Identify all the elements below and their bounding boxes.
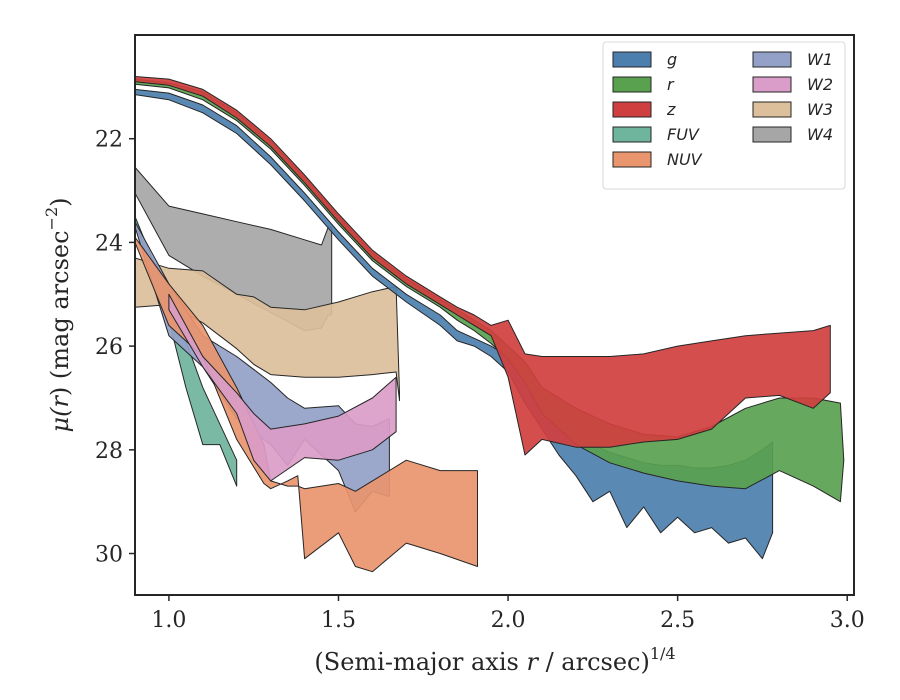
x-tick-label: 2.0 [491,608,526,633]
legend-swatch-fuv [612,126,652,143]
legend-label-w2: W2 [807,75,833,94]
y-axis-ticks: 22 24 26 28 30 [95,128,135,568]
legend-label-w4: W4 [807,125,833,144]
legend-swatch-z [612,101,652,118]
band-w2 [168,293,397,482]
legend-swatch-r [612,76,652,93]
series-bands [135,76,845,573]
y-tick-label: 28 [95,439,123,464]
band-z [135,76,831,456]
legend-swatch-w2 [752,76,792,93]
x-tick-label: 2.5 [660,608,695,633]
legend-swatch-nuv [612,151,652,168]
legend-label-g: g [667,50,677,69]
y-tick-label: 30 [95,543,123,568]
legend-swatch-w1 [752,51,792,68]
legend-swatch-w3 [752,101,792,118]
plot-frame [134,34,855,596]
legend-swatch-w4 [752,126,792,143]
x-axis-ticks: 1.0 1.5 2.0 2.5 3.0 [151,595,865,633]
legend-label-nuv: NUV [667,150,703,169]
band-w3 [135,257,400,402]
legend-label-r: r [667,75,675,94]
y-tick-label: 22 [95,128,123,153]
y-tick-label: 26 [95,335,123,360]
legend-label-w1: W1 [807,50,833,69]
band-g [135,88,774,560]
legend-label-w3: W3 [807,100,833,119]
legend: grz FUV NUV W1 W2 W3 W4 [602,41,846,190]
legend-swatch-g [612,51,652,68]
x-tick-label: 3.0 [830,608,865,633]
legend-label-z: z [666,100,676,119]
y-tick-label: 24 [95,231,123,256]
legend-label-fuv: FUV [667,125,700,144]
x-axis-label: (Semi-major axis r / arcsec)1/4 [314,644,675,676]
x-tick-label: 1.0 [151,608,186,633]
y-axis-label: μ(r) (mag arcsec−2) [42,197,74,432]
x-tick-label: 1.5 [321,608,356,633]
